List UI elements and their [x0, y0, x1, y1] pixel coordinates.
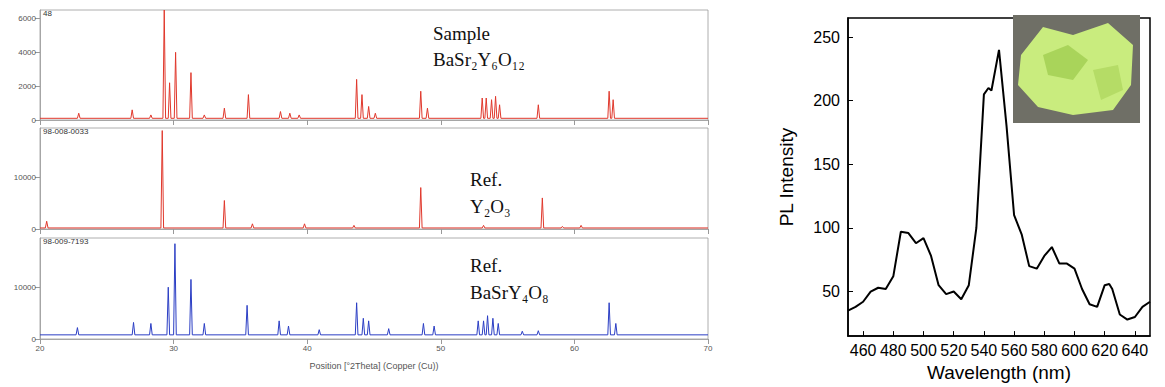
- svg-text:0: 0: [32, 335, 37, 344]
- svg-text:Y₂O₃: Y₂O₃: [470, 196, 511, 217]
- svg-text:6000: 6000: [18, 14, 36, 23]
- svg-text:50: 50: [436, 344, 445, 353]
- svg-text:Ref.: Ref.: [470, 169, 502, 190]
- svg-text:0: 0: [32, 225, 37, 234]
- svg-text:600: 600: [1061, 342, 1088, 359]
- svg-text:640: 640: [1122, 342, 1149, 359]
- svg-text:PL Intensity: PL Intensity: [776, 127, 797, 226]
- svg-text:BaSrY₄O₈: BaSrY₄O₈: [470, 282, 549, 303]
- svg-text:BaSr₂Y₆O₁₂: BaSr₂Y₆O₁₂: [433, 49, 525, 70]
- svg-text:250: 250: [813, 29, 840, 46]
- svg-text:4000: 4000: [18, 48, 36, 57]
- svg-text:Wavelength (nm): Wavelength (nm): [927, 362, 1071, 383]
- svg-text:540: 540: [971, 342, 998, 359]
- svg-text:560: 560: [1001, 342, 1028, 359]
- svg-text:60: 60: [570, 344, 579, 353]
- svg-text:460: 460: [850, 342, 877, 359]
- svg-text:98-008-0033: 98-008-0033: [43, 127, 89, 136]
- svg-text:Ref.: Ref.: [470, 255, 502, 276]
- svg-text:Sample: Sample: [433, 23, 490, 44]
- svg-text:480: 480: [880, 342, 907, 359]
- svg-text:48: 48: [43, 9, 52, 18]
- svg-text:200: 200: [813, 92, 840, 109]
- svg-text:40: 40: [303, 344, 312, 353]
- svg-text:10000: 10000: [14, 283, 37, 292]
- svg-text:Position [°2Theta] (Copper (Cu: Position [°2Theta] (Copper (Cu)): [309, 361, 438, 371]
- svg-text:0: 0: [32, 116, 37, 125]
- svg-text:98-009-7193: 98-009-7193: [43, 237, 89, 246]
- svg-text:150: 150: [813, 156, 840, 173]
- svg-text:520: 520: [940, 342, 967, 359]
- svg-text:500: 500: [910, 342, 937, 359]
- svg-text:10000: 10000: [14, 173, 37, 182]
- svg-text:30: 30: [169, 344, 178, 353]
- svg-text:20: 20: [36, 344, 45, 353]
- svg-text:580: 580: [1031, 342, 1058, 359]
- svg-text:50: 50: [822, 283, 840, 300]
- svg-text:70: 70: [704, 344, 713, 353]
- svg-text:2000: 2000: [18, 82, 36, 91]
- svg-text:620: 620: [1091, 342, 1118, 359]
- svg-text:100: 100: [813, 219, 840, 236]
